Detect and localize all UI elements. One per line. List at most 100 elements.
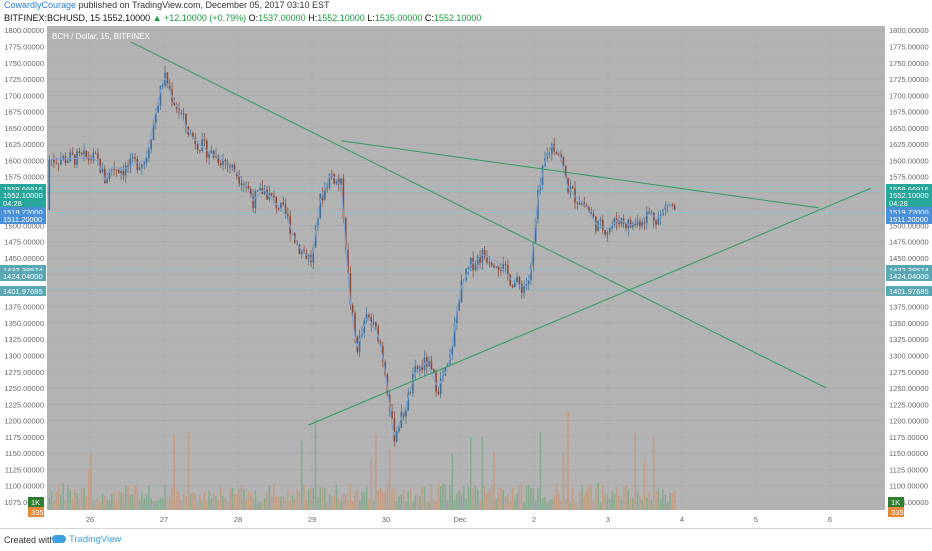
volume-bar [138,498,141,510]
candle-body [525,283,528,286]
trendline [308,187,871,426]
volume-bar [303,484,305,510]
volume-bar [310,487,312,510]
candle-body [120,170,122,174]
candle-body [312,247,315,263]
x-tick-label: 6 [828,515,832,524]
y-tick-label-right: 1325.00000 [889,335,929,344]
candle-body [588,207,590,213]
candle-body [277,208,280,210]
volume-bar [222,495,224,510]
volume-bar [495,499,498,510]
volume-badge-right [888,497,904,507]
volume-bar [335,484,338,510]
volume-bar [583,495,586,510]
trendlines[interactable] [130,41,871,426]
volume-bar [534,500,537,510]
price-chart[interactable]: BCH / Dollar, 15, BITFINEX 1800.00000 177… [0,26,932,528]
candle-body [99,158,102,174]
candle-body [453,323,456,347]
volume-bar [490,486,493,510]
tradingview-brand[interactable]: TradingView [52,531,121,547]
candle-body [574,188,576,203]
volume-bar [238,488,241,510]
candle-body [266,189,268,200]
volume-bar [60,494,62,510]
candle-body [138,167,141,170]
candle-body [504,264,507,266]
volume-bar [599,502,602,510]
candle-body [398,427,400,432]
candle-body [562,157,565,167]
volume-bar [416,494,419,510]
price-badge-left-text: 1401.97685 [3,287,43,296]
brand-name: TradingView [69,533,122,545]
candle-body [166,72,169,87]
price-badge-left-text: 1552.10000 [3,191,43,200]
price-badge-left-text: 1559.66916 [3,185,43,194]
candle-body [393,418,396,442]
volume-bar [189,493,192,510]
open-label: O: [248,13,259,23]
x-tick-label: 4 [680,515,684,524]
volume-bar [567,412,569,510]
x-tick-label: 26 [86,515,94,524]
y-tick-label-right: 1175.00000 [889,433,928,442]
volume-badge-right [888,507,904,517]
candle-body [131,157,134,159]
candle-body [273,195,275,198]
published-text: published on TradingView.com, December 0… [78,0,330,10]
candle-body [558,154,560,155]
candle-body [537,190,539,219]
volume-bar [458,491,461,510]
candle-body [152,122,155,141]
candle-body [111,168,113,170]
candle-body [249,189,252,197]
volume-bar [192,492,194,510]
volume-bar [414,495,417,510]
volume-bar [608,499,611,510]
volume-bar [164,484,166,510]
volume-bar [245,499,247,510]
volume-bar [551,498,553,510]
volume-bar [652,437,655,510]
volume-bar [168,495,171,510]
volume-bar [312,488,315,510]
y-tick-label-right: 1200.00000 [889,417,929,426]
candle-body [303,249,305,253]
volume-bar [532,488,535,510]
volume-bar [409,488,412,510]
candle-body [168,86,171,90]
trendline [130,41,827,389]
y-tick-label-right: 1725.00000 [889,75,929,84]
x-tick-label: Dec [453,515,467,524]
volume-bar [173,434,176,510]
price-badge-left-text: 04:28 [3,199,22,208]
price-badge [886,198,932,208]
candle-body [328,174,331,188]
volume-bar [143,498,146,510]
candle-body [530,265,532,281]
candle-body [69,152,71,162]
y-tick-label-right: 1500.00000 [889,221,929,230]
high-label: H: [308,13,318,23]
price-badge-left [0,207,46,217]
volume-bar [340,501,342,510]
low-label: L: [367,13,375,23]
candle-body [476,256,479,265]
price-badge-left [0,190,46,200]
y-tick-label-left: 1100.00000 [5,482,44,491]
candle-body [78,151,81,153]
volume-bar [319,486,322,510]
candle-body [159,85,162,106]
volume-bar [261,502,264,510]
y-tick-label-right: 1475.00000 [889,238,929,247]
candle-body [300,249,303,255]
candle-body [180,112,183,114]
candle-body [486,257,488,263]
volume-bar [421,486,423,510]
author-link[interactable]: CowardlyCourage [4,0,77,10]
volume-bar [115,501,118,510]
candle-body [432,368,435,373]
volume-bar [148,485,150,510]
